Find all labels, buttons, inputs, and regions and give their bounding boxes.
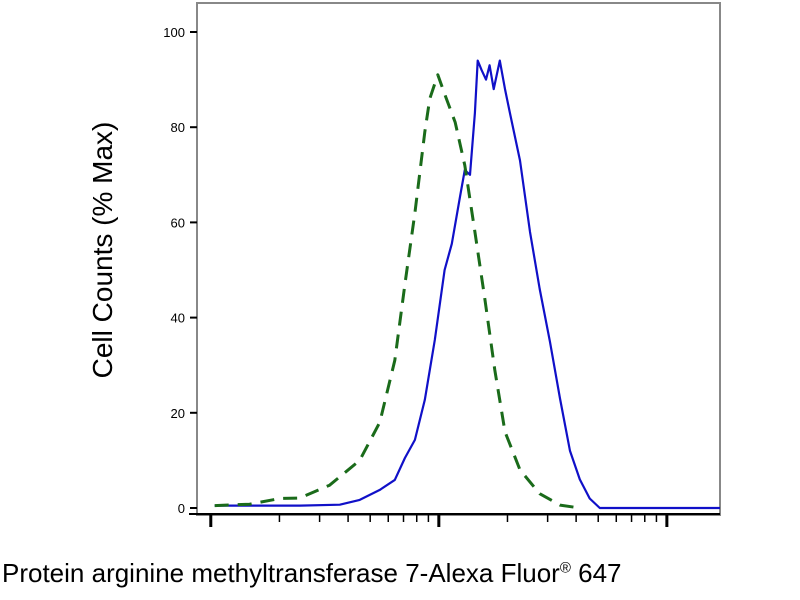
series-line-2 xyxy=(214,73,581,510)
x-axis-label-suffix: 647 xyxy=(570,558,622,588)
y-tick-label: 60 xyxy=(171,215,185,230)
y-tick-label: 20 xyxy=(171,406,185,421)
y-axis-label: Cell Counts (% Max) xyxy=(87,121,118,379)
y-tick-label: 0 xyxy=(178,501,185,516)
registered-mark: ® xyxy=(559,559,571,577)
y-tick-label: 80 xyxy=(171,120,185,135)
x-axis-label: Protein arginine methyltransferase 7-Ale… xyxy=(0,558,800,589)
series-line-1 xyxy=(214,59,720,510)
y-tick-label: 40 xyxy=(171,311,185,326)
x-axis-label-text: Protein arginine methyltransferase 7-Ale… xyxy=(2,558,560,588)
plot-frame xyxy=(196,2,721,516)
y-tick-label: 100 xyxy=(163,25,185,40)
